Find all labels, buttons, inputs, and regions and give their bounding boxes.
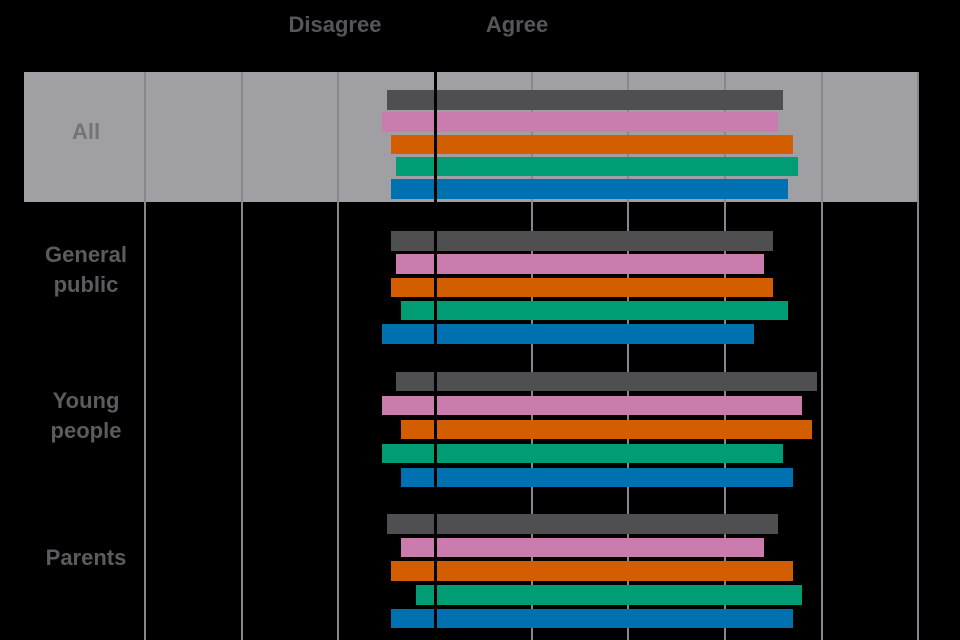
bar-all-series-5-blue <box>391 179 788 199</box>
gridline-40 <box>627 72 630 640</box>
bar-parents-series-4-green <box>415 585 803 605</box>
gridline--60 <box>143 72 146 640</box>
gridline-60 <box>724 72 726 640</box>
row-label-general-public: General public <box>45 242 127 297</box>
zero-axis-line <box>433 72 437 640</box>
bar-young-people-series-1-grey <box>396 371 817 391</box>
bar-young-people-series-5-blue <box>401 467 793 487</box>
bar-all-series-4-green <box>396 156 798 177</box>
bar-all-series-3-orange <box>391 134 793 155</box>
row-label-all: All <box>71 119 101 144</box>
gridline--40 <box>240 72 243 640</box>
gridline-20 <box>530 72 533 640</box>
bar-general-public-series-3-orange <box>391 277 774 298</box>
row-label-young-people: Young people <box>50 388 122 443</box>
bar-all-series-1-grey <box>386 90 783 110</box>
gridline-80 <box>820 72 823 640</box>
bar-young-people-series-2-pink <box>381 395 803 415</box>
bar-general-public-series-5-blue <box>381 324 754 344</box>
bar-parents-series-5-blue <box>391 608 793 629</box>
bar-parents-series-2-pink <box>401 537 764 558</box>
bar-parents-series-3-orange <box>391 561 793 581</box>
row-label-parents: Parents <box>45 545 127 570</box>
bar-general-public-series-2-pink <box>396 254 764 274</box>
bar-general-public-series-1-grey <box>391 231 774 251</box>
gridline-100 <box>917 72 920 640</box>
agree-axis-label: Agree <box>485 12 549 37</box>
disagree-axis-label: Disagree <box>288 12 382 37</box>
bar-young-people-series-3-orange <box>401 419 812 439</box>
bar-all-series-2-pink <box>381 112 779 132</box>
bar-parents-series-1-grey <box>386 514 779 534</box>
bar-young-people-series-4-green <box>381 443 783 463</box>
gridline--20 <box>337 72 340 640</box>
bar-general-public-series-4-green <box>401 300 788 321</box>
